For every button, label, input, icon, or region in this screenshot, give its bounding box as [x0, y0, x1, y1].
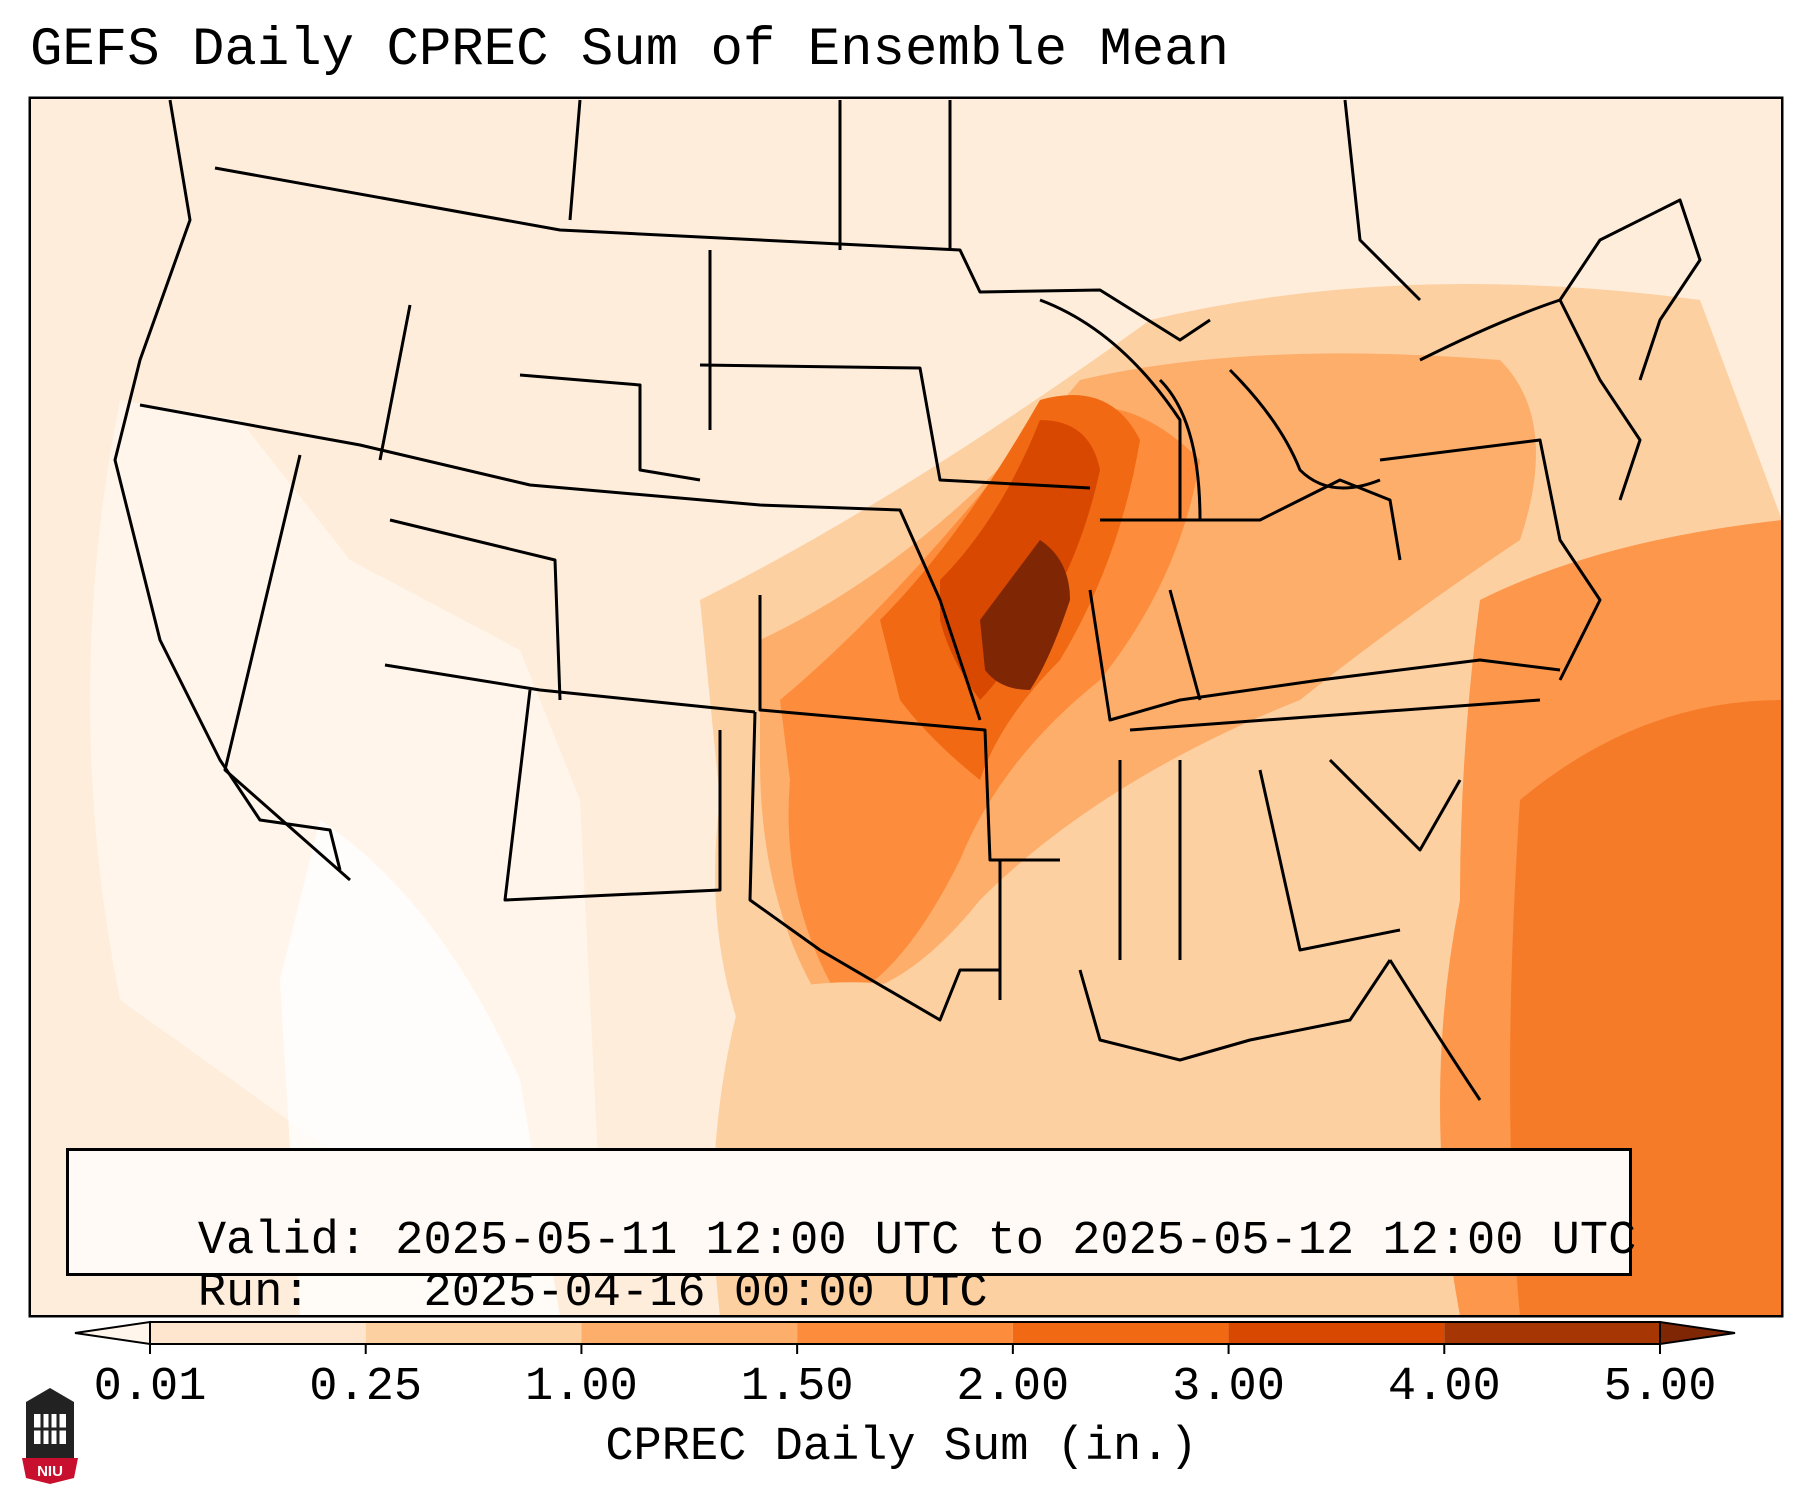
colorbar-segment: [1228, 1322, 1445, 1344]
colorbar-extend-min: [74, 1320, 151, 1346]
colorbar-segment: [581, 1322, 798, 1344]
run-label: Run:: [197, 1267, 311, 1320]
colorbar: [74, 1320, 1736, 1354]
valid-value: 2025-05-11 12:00 UTC to 2025-05-12 12:00…: [395, 1215, 1637, 1268]
boundaries: [113, 99, 1702, 1101]
colorbar-tick-label: 4.00: [1387, 1361, 1501, 1414]
valid-label: Valid:: [197, 1215, 368, 1268]
precip-field: [31, 99, 1781, 1315]
colorbar-segment: [365, 1322, 582, 1344]
colorbar-tick-label: 2.00: [956, 1361, 1070, 1414]
colorbar-segment: [1444, 1322, 1660, 1344]
colorbar-tick-label: 0.01: [93, 1361, 207, 1414]
colorbar-segment: [797, 1322, 1013, 1344]
valid-run-box: Valid: 2025-05-11 12:00 UTC to 2025-05-1…: [66, 1148, 1636, 1320]
map-title: GEFS Daily CPREC Sum of Ensemble Mean: [30, 20, 1229, 81]
colorbar-segment: [1012, 1322, 1229, 1344]
colorbar-segment: [150, 1322, 366, 1344]
colorbar-label: CPREC Daily Sum (in.): [605, 1421, 1198, 1474]
svg-text:NIU: NIU: [37, 1463, 63, 1480]
colorbar-tick-label: 1.00: [525, 1361, 638, 1414]
colorbar-tick-label: 1.50: [740, 1361, 854, 1414]
colorbar-tick-label: 5.00: [1603, 1361, 1717, 1414]
colorbar-outline: [149, 1321, 1661, 1345]
niu-logo: NIU: [22, 1388, 78, 1484]
colorbar-tick-label: 3.00: [1172, 1361, 1285, 1414]
colorbar-tick-label: 0.25: [309, 1361, 423, 1414]
colorbar-extend-max: [1659, 1320, 1736, 1346]
run-value: 2025-04-16 00:00 UTC: [423, 1267, 988, 1320]
